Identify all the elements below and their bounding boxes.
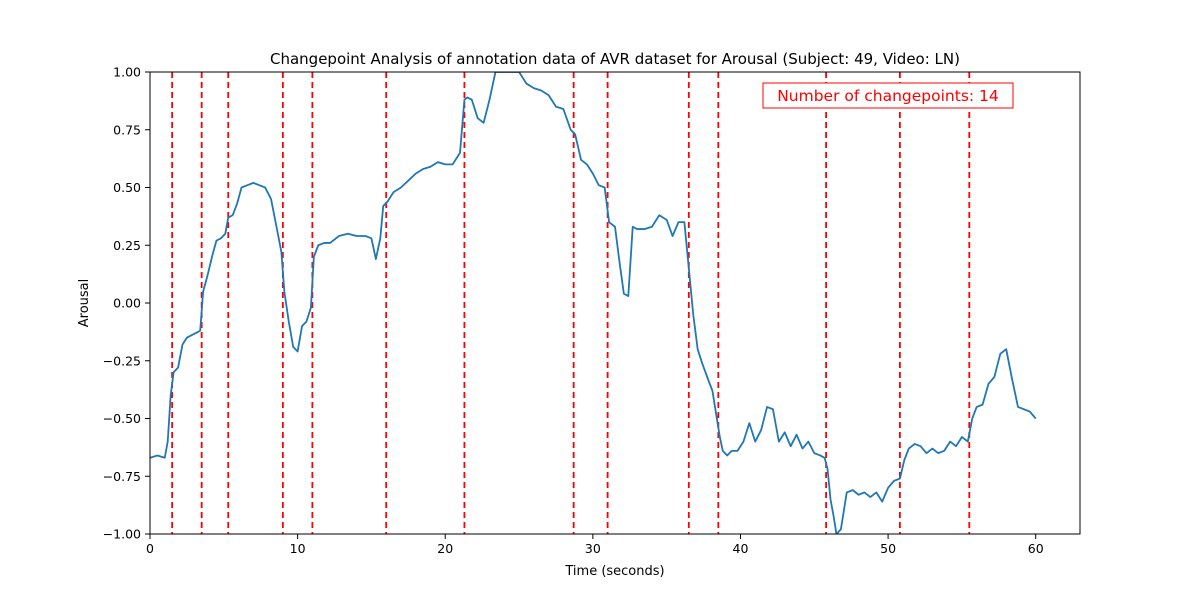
x-tick-label: 60 <box>1028 541 1044 556</box>
x-tick-label: 0 <box>146 541 154 556</box>
chart-title: Changepoint Analysis of annotation data … <box>270 50 960 68</box>
y-tick-label: −0.50 <box>103 411 141 426</box>
y-tick-label: 0.25 <box>113 238 141 253</box>
x-tick-label: 20 <box>437 541 453 556</box>
x-axis-label: Time (seconds) <box>564 564 664 579</box>
y-tick-label: 0.50 <box>113 180 141 195</box>
y-axis-label: Arousal <box>77 279 92 328</box>
annotation-box-border <box>762 82 1014 109</box>
changepoint-count-annotation: Number of changepoints: 14 <box>762 82 1014 109</box>
y-tick-label: −0.25 <box>103 353 141 368</box>
arousal-series-line <box>150 72 1037 534</box>
x-tick-label: 40 <box>733 541 749 556</box>
y-tick-label: 0.75 <box>113 122 141 137</box>
y-tick-label: 1.00 <box>113 65 141 80</box>
y-tick-label: 0.00 <box>113 296 141 311</box>
y-tick-label: −1.00 <box>103 527 141 542</box>
y-tick-label: −0.75 <box>103 469 141 484</box>
annotation-text: Number of changepoints: 14 <box>777 87 999 105</box>
x-tick-label: 50 <box>880 541 896 556</box>
x-tick-label: 10 <box>290 541 306 556</box>
x-tick-label: 30 <box>585 541 601 556</box>
plot-area-frame <box>149 71 1081 535</box>
